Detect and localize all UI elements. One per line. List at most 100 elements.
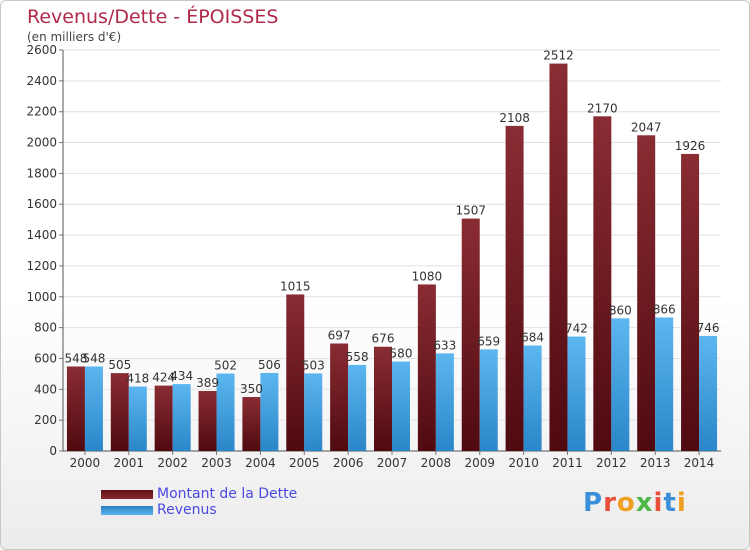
y-tick-label: 2000 bbox=[26, 136, 57, 150]
data-label-revenus: 580 bbox=[390, 347, 413, 361]
bar-dette bbox=[681, 153, 700, 451]
x-tick-label: 2001 bbox=[114, 456, 145, 470]
bar-dette bbox=[330, 343, 349, 451]
bar-dette bbox=[242, 397, 261, 451]
proxiti-logo: Proxiti bbox=[583, 488, 687, 518]
data-label-dette: 676 bbox=[372, 332, 395, 346]
y-tick-label: 2200 bbox=[26, 105, 57, 119]
legend: Montant de la Dette Revenus bbox=[101, 486, 297, 518]
x-tick-label: 2012 bbox=[596, 456, 627, 470]
data-label-revenus: 684 bbox=[521, 331, 544, 345]
x-tick-label: 2008 bbox=[421, 456, 452, 470]
y-tick-label: 200 bbox=[34, 413, 57, 427]
legend-swatch-dette bbox=[101, 489, 153, 499]
y-tick-label: 1400 bbox=[26, 228, 57, 242]
x-tick-label: 2002 bbox=[157, 456, 188, 470]
data-label-revenus: 503 bbox=[302, 358, 325, 372]
bar-revenus bbox=[523, 345, 542, 451]
data-label-dette: 2512 bbox=[543, 49, 574, 63]
y-tick-label: 0 bbox=[49, 444, 57, 458]
logo-letter: x bbox=[635, 488, 654, 518]
bar-revenus bbox=[611, 318, 630, 451]
bar-revenus bbox=[304, 373, 323, 451]
chart-title: Revenus/Dette - ÉPOISSES bbox=[27, 6, 279, 28]
bar-dette bbox=[374, 346, 392, 451]
bar-revenus bbox=[479, 349, 498, 451]
bar-dette bbox=[417, 284, 436, 451]
bar-dette bbox=[154, 385, 173, 451]
data-label-revenus: 548 bbox=[82, 351, 105, 365]
x-tick-label: 2003 bbox=[201, 456, 232, 470]
data-label-dette: 389 bbox=[196, 376, 219, 390]
y-tick-label: 1800 bbox=[26, 166, 57, 180]
bar-dette bbox=[593, 116, 612, 452]
bar-revenus bbox=[655, 317, 674, 451]
y-tick-label: 600 bbox=[34, 351, 57, 365]
bar-revenus bbox=[567, 336, 586, 451]
logo-letter: i bbox=[653, 488, 664, 518]
bar-dette bbox=[110, 373, 129, 451]
data-label-revenus: 506 bbox=[258, 358, 281, 372]
logo-letter: P bbox=[583, 488, 604, 518]
bar-revenus bbox=[392, 361, 410, 451]
data-label-revenus: 558 bbox=[346, 350, 369, 364]
data-label-dette: 548 bbox=[64, 351, 87, 365]
bar-revenus bbox=[128, 386, 147, 451]
data-label-dette: 2108 bbox=[499, 111, 530, 125]
y-tick-label: 2600 bbox=[26, 43, 57, 57]
data-label-dette: 2170 bbox=[587, 101, 618, 115]
legend-label-revenus: Revenus bbox=[157, 502, 217, 518]
x-tick-label: 2013 bbox=[640, 456, 671, 470]
bar-dette bbox=[66, 366, 85, 451]
x-tick-label: 2004 bbox=[245, 456, 276, 470]
bar-dette bbox=[286, 294, 305, 451]
y-tick-label: 400 bbox=[34, 382, 57, 396]
data-label-revenus: 860 bbox=[609, 303, 632, 317]
bar-dette bbox=[637, 135, 656, 451]
data-label-dette: 1507 bbox=[455, 204, 486, 218]
x-tick-label: 2005 bbox=[289, 456, 320, 470]
x-tick-label: 2000 bbox=[70, 456, 101, 470]
data-label-dette: 424 bbox=[152, 371, 175, 385]
bar-dette bbox=[461, 218, 480, 451]
y-tick-label: 800 bbox=[34, 321, 57, 335]
data-label-dette: 1015 bbox=[280, 279, 311, 293]
y-tick-label: 1600 bbox=[26, 197, 57, 211]
logo-letter: t bbox=[663, 488, 677, 518]
bar-dette bbox=[505, 125, 524, 452]
x-tick-label: 2011 bbox=[552, 456, 583, 470]
data-label-revenus: 434 bbox=[170, 369, 193, 383]
data-label-dette: 2047 bbox=[631, 120, 662, 134]
logo-letter: o bbox=[616, 488, 636, 518]
data-label-revenus: 866 bbox=[653, 302, 676, 316]
data-label-dette: 505 bbox=[108, 358, 131, 372]
data-label-revenus: 659 bbox=[477, 334, 500, 348]
bar-revenus bbox=[699, 335, 718, 451]
y-tick-label: 1000 bbox=[26, 290, 57, 304]
legend-swatch-revenus bbox=[101, 505, 153, 515]
data-label-revenus: 502 bbox=[214, 359, 237, 373]
bar-revenus bbox=[348, 364, 367, 451]
x-tick-label: 2006 bbox=[333, 456, 364, 470]
x-tick-label: 2014 bbox=[684, 456, 715, 470]
logo-letter: i bbox=[676, 488, 687, 518]
data-label-dette: 1926 bbox=[675, 139, 706, 153]
bar-revenus bbox=[260, 372, 279, 451]
x-tick-label: 2007 bbox=[377, 456, 408, 470]
data-label-revenus: 418 bbox=[126, 372, 149, 386]
data-label-dette: 350 bbox=[240, 382, 263, 396]
logo-letter: r bbox=[603, 488, 617, 518]
chart-subtitle: (en milliers d'€) bbox=[27, 30, 122, 44]
data-label-dette: 697 bbox=[328, 329, 351, 343]
x-tick-label: 2009 bbox=[464, 456, 495, 470]
y-tick-label: 2400 bbox=[26, 74, 57, 88]
data-label-dette: 1080 bbox=[412, 269, 443, 283]
legend-item-revenus: Revenus bbox=[101, 502, 297, 518]
y-tick-label: 1200 bbox=[26, 259, 57, 273]
bar-revenus bbox=[435, 353, 454, 451]
data-label-revenus: 633 bbox=[433, 338, 456, 352]
x-tick-label: 2010 bbox=[508, 456, 539, 470]
data-label-revenus: 746 bbox=[697, 321, 720, 335]
bar-revenus bbox=[172, 384, 191, 451]
